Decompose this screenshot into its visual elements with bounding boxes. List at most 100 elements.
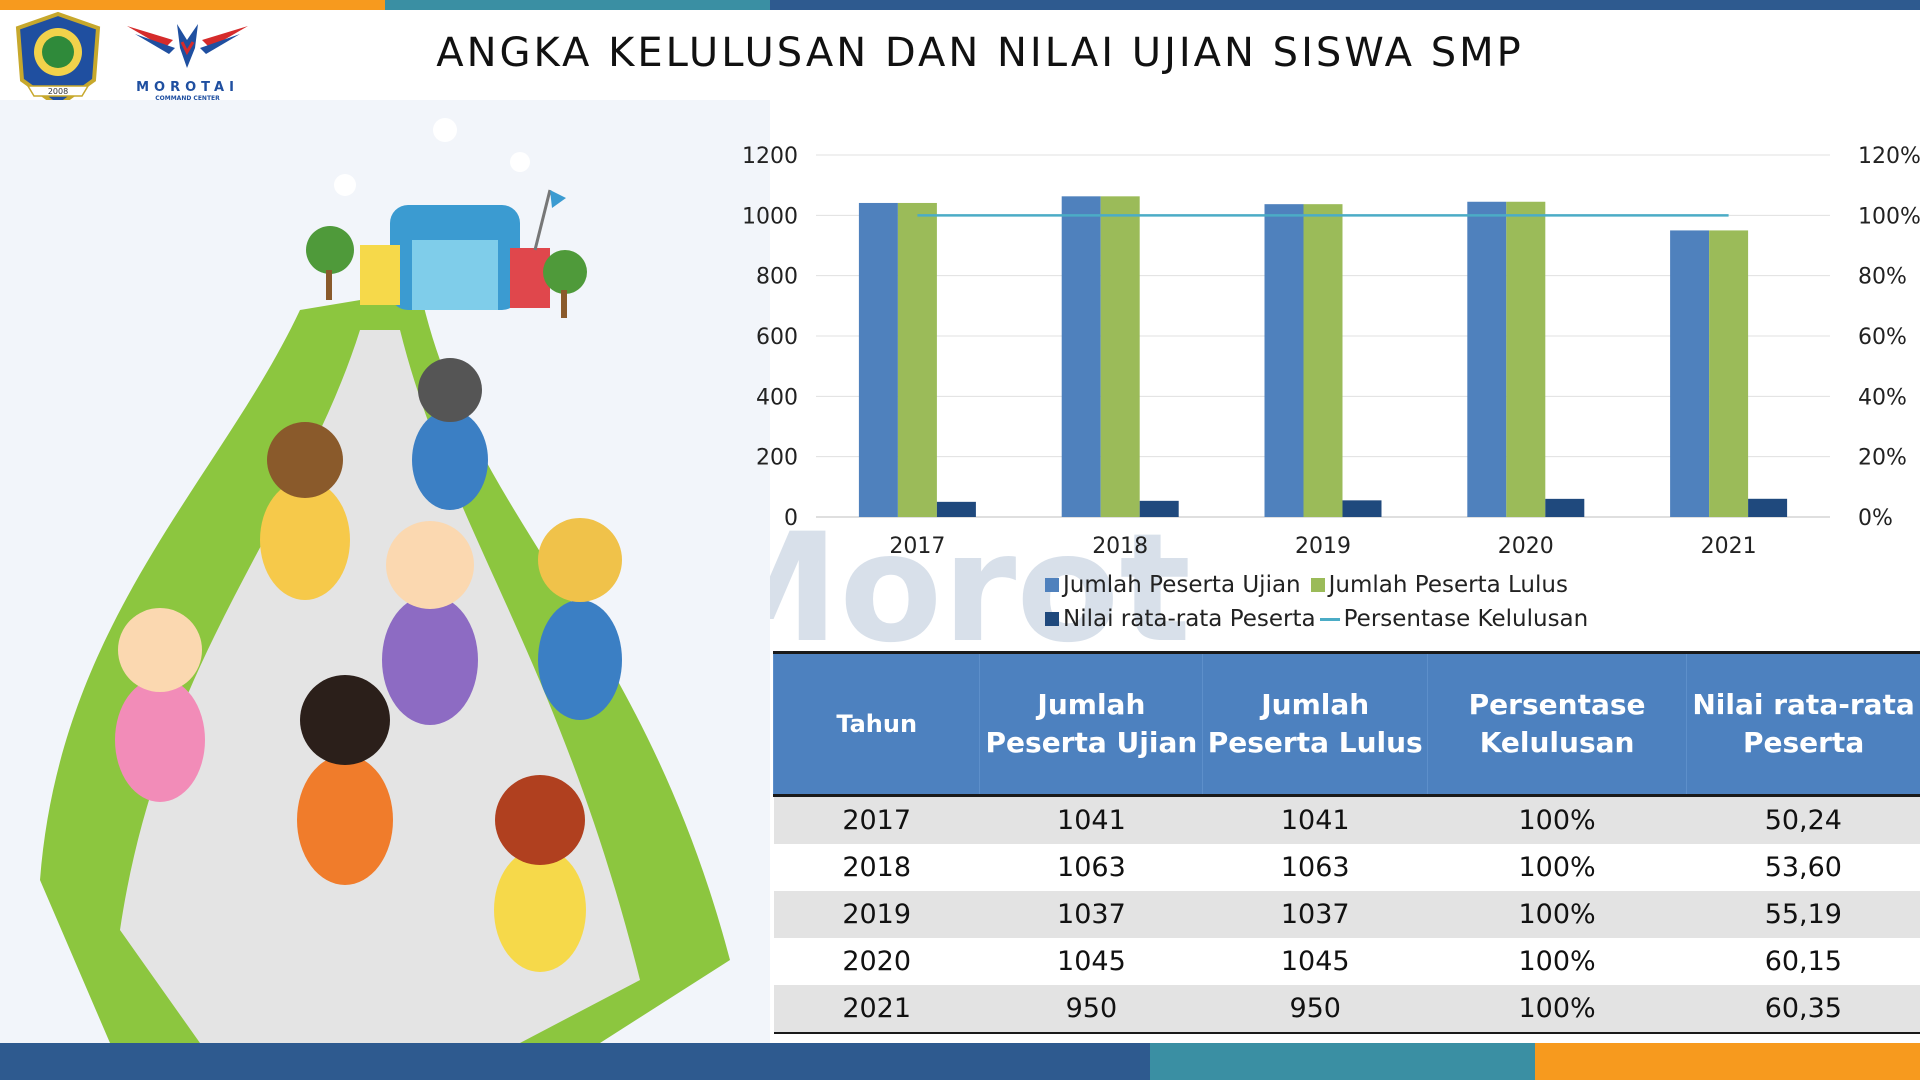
table-cell: 1037 <box>1202 891 1428 938</box>
table-cell: 100% <box>1427 891 1687 938</box>
table-row: 2020 1045 1045 100% 60,15 <box>773 938 1920 985</box>
watermark-text: Morotai <box>690 520 1190 660</box>
y-right-tick-label: 80% <box>1858 265 1907 290</box>
table-cell: 53,60 <box>1686 844 1920 891</box>
legend-swatch-navy <box>1045 612 1059 626</box>
y-left-tick-label: 800 <box>756 265 798 290</box>
x-tick-label: 2021 <box>1701 534 1757 559</box>
legend-line-swatch <box>1319 617 1340 621</box>
table-cell: 60,35 <box>1686 985 1920 1034</box>
bar-jumlah-peserta-lulus <box>1100 196 1140 517</box>
page-title: ANGKA KELULUSAN DAN NILAI UJIAN SISWA SM… <box>436 30 1524 76</box>
table-cell: 2021 <box>773 985 980 1034</box>
bar-nilai-rata-rata-peserta <box>1139 500 1179 517</box>
table-cell: 1041 <box>1202 795 1428 844</box>
legend-label: Jumlah Peserta Ujian <box>1063 572 1301 598</box>
table-row: 2021 950 950 100% 60,35 <box>773 985 1920 1034</box>
legend-item-peserta-ujian: Jumlah Peserta Ujian <box>1045 572 1301 598</box>
table-cell: 60,15 <box>1686 938 1920 985</box>
morotai-command-center-logo: MOROTAI COMMAND CENTER <box>125 18 250 103</box>
x-tick-label: 2018 <box>1092 534 1148 559</box>
y-left-tick-label: 1200 <box>742 144 798 169</box>
bar-jumlah-peserta-ujian <box>1264 204 1304 517</box>
y-right-tick-label: 120% <box>1858 144 1920 169</box>
bar-nilai-rata-rata-peserta <box>936 501 976 517</box>
y-right-tick-label: 0% <box>1858 506 1893 531</box>
bottom-bar-teal <box>1150 1043 1535 1080</box>
table-row: 2018 1063 1063 100% 53,60 <box>773 844 1920 891</box>
eagle-icon <box>127 24 248 68</box>
legend-item-persentase-kelulusan: Persentase Kelulusan <box>1319 606 1589 632</box>
table-cell: 2019 <box>773 891 980 938</box>
table-cell: 950 <box>979 985 1203 1034</box>
table-cell: 55,19 <box>1686 891 1920 938</box>
legend-label: Nilai rata-rata Peserta <box>1063 606 1316 632</box>
table-row: 2019 1037 1037 100% 55,19 <box>773 891 1920 938</box>
table-cell: 100% <box>1427 844 1687 891</box>
y-left-tick-label: 200 <box>756 446 798 471</box>
y-right-tick-label: 60% <box>1858 325 1907 350</box>
column-header-jumlah-peserta-lulus: Jumlah Peserta Lulus <box>1202 651 1428 797</box>
logo-subtext: COMMAND CENTER <box>155 95 220 102</box>
y-left-tick-label: 600 <box>756 325 798 350</box>
legend-row-2: Nilai rata-rata Peserta Persentase Kelul… <box>1045 602 1588 636</box>
bar-nilai-rata-rata-peserta <box>1545 498 1585 517</box>
table-cell: 1063 <box>1202 844 1428 891</box>
table-cell: 100% <box>1427 985 1687 1034</box>
bottom-bar-blue <box>0 1043 1150 1080</box>
legend-label: Jumlah Peserta Lulus <box>1328 572 1568 598</box>
table-cell: 50,24 <box>1686 795 1920 844</box>
legend-label: Persentase Kelulusan <box>1343 606 1589 632</box>
legend-row-1: Jumlah Peserta Ujian Jumlah Peserta Lulu… <box>1045 568 1588 602</box>
bottom-bar-orange <box>1535 1043 1920 1080</box>
bar-jumlah-peserta-ujian <box>1670 230 1710 517</box>
table-cell: 1037 <box>979 891 1203 938</box>
column-header-tahun: Tahun <box>772 651 980 797</box>
column-header-jumlah-peserta-ujian: Jumlah Peserta Ujian <box>979 651 1203 797</box>
table-cell: 100% <box>1427 938 1687 985</box>
legend-swatch-green <box>1310 578 1325 592</box>
column-header-nilai-rata-rata: Nilai rata-rata Peserta <box>1686 651 1920 797</box>
bar-nilai-rata-rata-peserta <box>1748 498 1788 517</box>
x-tick-label: 2020 <box>1498 534 1554 559</box>
table-cell: 1045 <box>1202 938 1428 985</box>
chart-area: 0 200 400 600 800 1000 1200 0% 20% 40% 60% 80% 100% 1… <box>720 125 1920 645</box>
combo-chart: 0 200 400 600 800 1000 1200 0% 20% 40% 60% 80% 100% 1… <box>742 144 1920 559</box>
y-right-tick-label: 100% <box>1858 204 1920 229</box>
bar-jumlah-peserta-lulus <box>897 202 937 517</box>
legend-item-peserta-lulus: Jumlah Peserta Lulus <box>1310 572 1568 598</box>
table-cell: 2020 <box>773 938 980 985</box>
column-header-persentase-kelulusan: Persentase Kelulusan <box>1426 651 1687 797</box>
y-right-tick-label: 20% <box>1858 446 1907 471</box>
bar-jumlah-peserta-lulus <box>1709 230 1749 517</box>
y-left-tick-label: 0 <box>784 506 798 531</box>
emblem-year: 2008 <box>48 87 68 96</box>
logo-text: MOROTAI <box>136 80 239 95</box>
table-row: 2017 1041 1041 100% 50,24 <box>773 795 1920 844</box>
chart-legend: Jumlah Peserta Ujian Jumlah Peserta Lulu… <box>1045 568 1588 636</box>
top-bar-teal <box>385 0 770 10</box>
y-right-tick-label: 40% <box>1858 385 1907 410</box>
x-tick-label: 2019 <box>1295 534 1351 559</box>
table-cell: 950 <box>1202 985 1428 1034</box>
table-cell: 1045 <box>979 938 1203 985</box>
bar-jumlah-peserta-ujian <box>1061 196 1101 517</box>
y-left-tick-label: 1000 <box>742 204 798 229</box>
table-cell: 100% <box>1427 795 1687 844</box>
table-cell: 1063 <box>979 844 1203 891</box>
bar-jumlah-peserta-lulus <box>1506 201 1546 517</box>
table-cell: 1041 <box>979 795 1203 844</box>
bar-jumlah-peserta-ujian <box>1467 201 1507 517</box>
top-bar-blue <box>770 0 1920 10</box>
bar-jumlah-peserta-lulus <box>1303 204 1343 517</box>
table-header-row: Tahun Jumlah Peserta Ujian Jumlah Pesert… <box>772 651 1920 797</box>
students-walking-to-school-illustration <box>0 100 770 1043</box>
top-bar-orange <box>0 0 385 10</box>
y-left-tick-label: 400 <box>756 385 798 410</box>
watermark-logo: Morotai <box>690 520 1190 660</box>
legend-swatch-blue <box>1045 578 1059 592</box>
table-cell: 2017 <box>773 795 980 844</box>
bar-jumlah-peserta-ujian <box>858 202 898 517</box>
legend-item-nilai-rata-rata: Nilai rata-rata Peserta <box>1045 606 1316 632</box>
regency-emblem-logo: 2008 <box>15 11 101 109</box>
